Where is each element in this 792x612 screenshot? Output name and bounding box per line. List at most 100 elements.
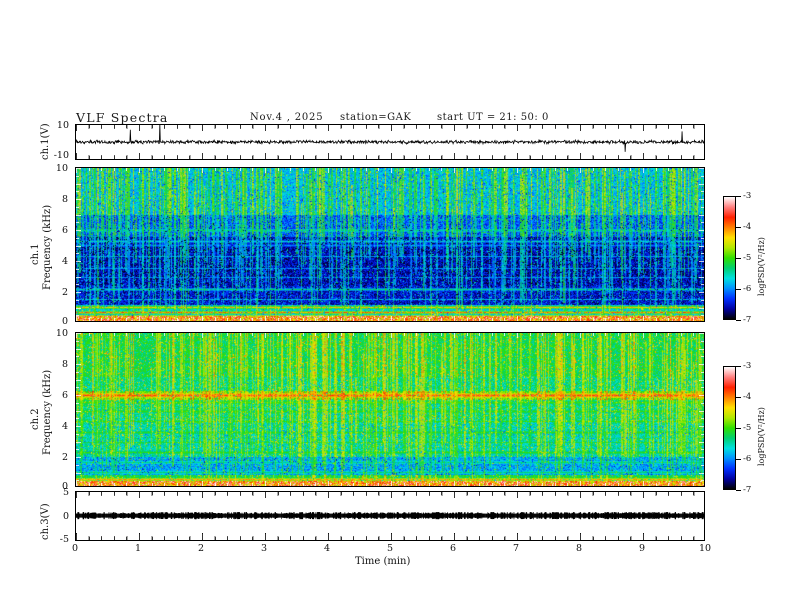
panel-tick xyxy=(113,483,115,486)
panel-tick xyxy=(88,333,90,336)
panel-tick xyxy=(391,492,392,498)
colorbar-tick--6: -6 xyxy=(743,284,752,294)
panel-tick xyxy=(617,492,619,495)
panel-tick xyxy=(88,318,90,321)
panel-tick xyxy=(227,318,229,321)
panel-tick xyxy=(554,156,556,159)
panel-tick xyxy=(441,333,443,336)
panel-tick xyxy=(529,492,531,495)
panel-tick xyxy=(699,245,704,247)
panel-tick xyxy=(277,492,279,495)
panel-tick xyxy=(391,481,392,486)
panel-tick xyxy=(630,125,632,128)
colorbar-tick--3: -3 xyxy=(743,191,752,201)
panel-tick xyxy=(701,191,704,193)
panel-tick xyxy=(76,307,81,309)
panel-tick xyxy=(643,333,644,338)
panel-tick xyxy=(668,333,670,336)
panel-tick xyxy=(605,483,607,486)
panel-tick xyxy=(277,125,279,128)
panel-tick xyxy=(353,168,355,171)
panel-tick xyxy=(699,261,704,262)
panel-tick xyxy=(529,333,531,336)
panel-tick xyxy=(699,457,704,458)
panel-tick xyxy=(151,318,153,321)
panel-tick xyxy=(668,125,670,128)
panel-tick xyxy=(328,153,329,159)
panel-tick xyxy=(214,125,216,128)
panel-tick xyxy=(517,125,518,131)
panel-tick xyxy=(328,168,329,173)
panel-tick xyxy=(542,156,544,159)
panel-tick xyxy=(290,125,292,128)
panel-tick xyxy=(466,483,468,486)
panel-tick xyxy=(164,318,166,321)
panel-tick xyxy=(126,156,128,159)
panel-tick xyxy=(151,333,153,336)
panel-tick xyxy=(227,168,229,171)
panel-tick xyxy=(126,125,128,128)
panel-tick xyxy=(76,371,79,373)
panel-tick xyxy=(701,299,704,301)
panel-tick xyxy=(701,340,704,342)
panel-tick xyxy=(76,125,77,131)
panel-tick xyxy=(630,318,632,321)
panel-tick xyxy=(290,483,292,486)
panel-tick xyxy=(126,537,128,540)
panel-tick xyxy=(680,156,682,159)
panel-tick xyxy=(113,125,115,128)
panel-tick xyxy=(466,318,468,321)
panel-tick xyxy=(76,333,81,334)
panel-tick xyxy=(391,534,392,540)
panel-tick xyxy=(353,156,355,159)
panel-tick xyxy=(605,156,607,159)
colorbar-tick-mark xyxy=(736,366,741,367)
panel-tick xyxy=(365,168,367,171)
panel-tick xyxy=(202,534,203,540)
colorbar-tick-mark xyxy=(736,459,741,460)
panel-tick xyxy=(491,537,493,540)
panel-tick xyxy=(365,318,367,321)
panel-tick xyxy=(680,168,682,171)
station-label: station=GAK xyxy=(340,112,412,123)
panel-tick xyxy=(365,537,367,540)
colorbar-tick--5: -5 xyxy=(743,253,752,263)
panel-tick xyxy=(542,483,544,486)
panel-tick xyxy=(699,441,704,443)
panel-tick xyxy=(76,253,79,255)
panel-tick xyxy=(416,318,418,321)
panel-tick xyxy=(403,483,405,486)
panel-tick xyxy=(139,492,140,498)
panel-tick xyxy=(605,125,607,128)
panel-tick xyxy=(416,483,418,486)
colorbar-tick--3: -3 xyxy=(743,361,752,371)
panel-tick xyxy=(176,333,178,336)
panel-tick xyxy=(101,483,103,486)
panel-tick xyxy=(403,318,405,321)
panel-tick xyxy=(227,333,229,336)
panel-tick xyxy=(680,537,682,540)
panel-tick xyxy=(290,492,292,495)
panel-tick xyxy=(151,156,153,159)
panel-tick xyxy=(378,333,380,336)
panel-tick xyxy=(76,175,79,177)
panel-tick xyxy=(701,222,704,224)
panel-tick xyxy=(699,199,704,200)
panel-tick xyxy=(340,318,342,321)
panel-tick xyxy=(214,483,216,486)
panel-tick xyxy=(517,153,518,159)
panel-tick xyxy=(517,481,518,486)
ch2-channel-label: ch.2 xyxy=(30,408,41,430)
panel-tick xyxy=(428,492,430,495)
x-tick-5: 5 xyxy=(386,543,394,554)
panel-tick xyxy=(580,168,581,173)
start-ut-label: start UT = 21: 50: 0 xyxy=(437,112,549,123)
ch1-spectrogram-image xyxy=(76,168,704,321)
panel-tick xyxy=(454,316,455,321)
panel-tick xyxy=(76,206,79,208)
panel-tick xyxy=(617,156,619,159)
panel-tick xyxy=(76,199,81,200)
panel-tick xyxy=(176,537,178,540)
panel-tick xyxy=(76,464,79,466)
